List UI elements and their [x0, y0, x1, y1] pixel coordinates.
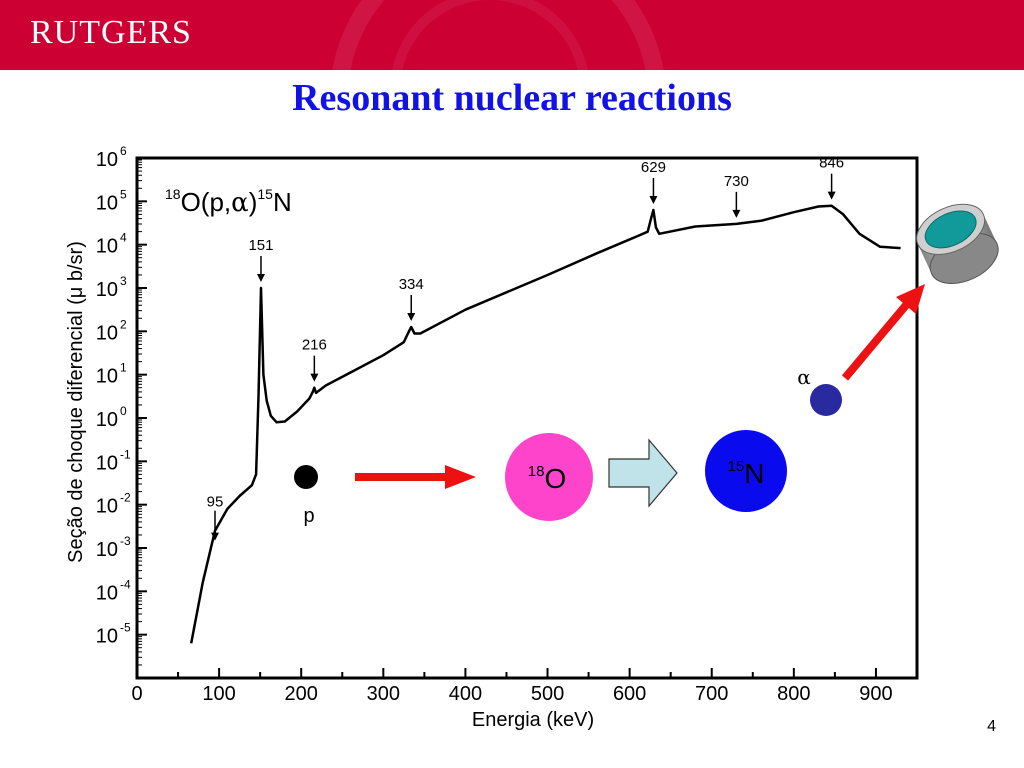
y-tick-exponent: -5 [120, 621, 131, 635]
header-banner: RUTGERS [0, 0, 1024, 70]
reaction-product: N [273, 187, 292, 217]
outgoing-arrow-head [896, 284, 925, 314]
y-tick-label: 10 [96, 236, 118, 258]
reaction-label: 18O(p,α)15N [165, 186, 292, 218]
o18-mass-number: 18 [528, 463, 545, 480]
y-tick-exponent: -4 [120, 577, 131, 591]
annotation-label: 216 [302, 337, 327, 354]
brand-logo: RUTGERS [30, 14, 192, 51]
y-tick-exponent: -1 [120, 447, 131, 461]
o18-symbol: O [544, 463, 566, 494]
y-tick-label: 10 [96, 626, 118, 648]
x-tick-label: 200 [285, 683, 318, 705]
x-tick-labels: 0 100 200 300 400 500 600 700 800 900 [131, 683, 892, 705]
resonance-annotations: 95 151 216 334 629 730 846 [207, 155, 844, 541]
y-tick-exponent: 6 [120, 144, 127, 158]
x-tick-label: 600 [613, 683, 646, 705]
tick-marks [136, 157, 877, 679]
n15-symbol: N [744, 458, 764, 489]
x-tick-label: 900 [859, 683, 892, 705]
proton-particle [294, 465, 318, 489]
annotation-arrow-head [211, 532, 219, 541]
x-axis-label: Energia (keV) [472, 709, 594, 731]
n15-label: 15N [728, 458, 765, 489]
n15-mass-number: 15 [728, 458, 745, 475]
annotation-arrow-head [407, 313, 416, 321]
annotation-label: 95 [207, 494, 224, 511]
detector-icon [916, 203, 999, 284]
proton-label: p [303, 505, 314, 527]
x-tick-label: 800 [777, 683, 810, 705]
transition-block-arrow [608, 438, 678, 508]
annotation-arrow-head [256, 274, 265, 282]
annotation-arrow-head [310, 373, 319, 382]
x-tick-label: 0 [131, 683, 142, 705]
incoming-arrow-head [445, 465, 476, 489]
y-tick-label: 10 [96, 149, 118, 171]
page-number: 4 [987, 718, 996, 735]
y-tick-label: 10 [96, 409, 118, 431]
alpha-particle [810, 384, 842, 416]
y-tick-exponent: -2 [120, 491, 131, 505]
x-tick-label: 300 [367, 683, 400, 705]
alpha-label: α [797, 365, 811, 389]
plot-frame [135, 156, 919, 680]
annotation-label: 846 [819, 155, 844, 172]
y-tick-exponent: 0 [120, 404, 127, 418]
x-tick-label: 400 [449, 683, 482, 705]
reaction-sup-18: 18 [165, 186, 181, 202]
y-tick-exponent: 1 [120, 361, 127, 375]
reaction-alpha: α [231, 188, 249, 218]
y-tick-label: 10 [96, 452, 118, 474]
annotation-label: 151 [248, 237, 273, 254]
y-axis-label: Seção de choque diferencial (μ b/sr) [65, 241, 87, 563]
slide-title: Resonant nuclear reactions [292, 77, 732, 119]
annotation-label: 629 [641, 159, 666, 176]
x-tick-label: 500 [531, 683, 564, 705]
reaction-main: O(p, [181, 187, 232, 217]
reaction-close: ) [249, 187, 258, 217]
reaction-sup-15: 15 [257, 186, 273, 202]
y-tick-label: 10 [96, 366, 118, 388]
y-tick-exponent: -3 [120, 534, 131, 548]
y-tick-exponent: 2 [120, 317, 127, 331]
annotation-arrow-head [732, 209, 741, 218]
annotation-arrow-head [649, 196, 658, 204]
o18-nucleus [505, 433, 593, 521]
x-tick-label: 100 [202, 683, 235, 705]
annotation-label: 730 [724, 173, 749, 190]
y-tick-exponent: 4 [120, 231, 127, 245]
y-tick-label: 10 [96, 539, 118, 561]
annotation-label: 334 [399, 276, 424, 293]
x-tick-label: 700 [695, 683, 728, 705]
y-tick-exponent: 5 [120, 187, 127, 201]
n15-nucleus [705, 430, 787, 512]
outgoing-arrow-shaft [841, 301, 911, 381]
y-tick-label: 10 [96, 582, 118, 604]
annotation-arrow-head [827, 191, 836, 200]
y-tick-label: 10 [96, 322, 118, 344]
y-tick-label: 10 [96, 496, 118, 518]
y-tick-label: 10 [96, 192, 118, 214]
y-tick-label: 10 [96, 279, 118, 301]
o18-label: 18O [528, 463, 566, 494]
cross-section-curve [189, 204, 901, 644]
y-tick-exponent: 3 [120, 274, 127, 288]
